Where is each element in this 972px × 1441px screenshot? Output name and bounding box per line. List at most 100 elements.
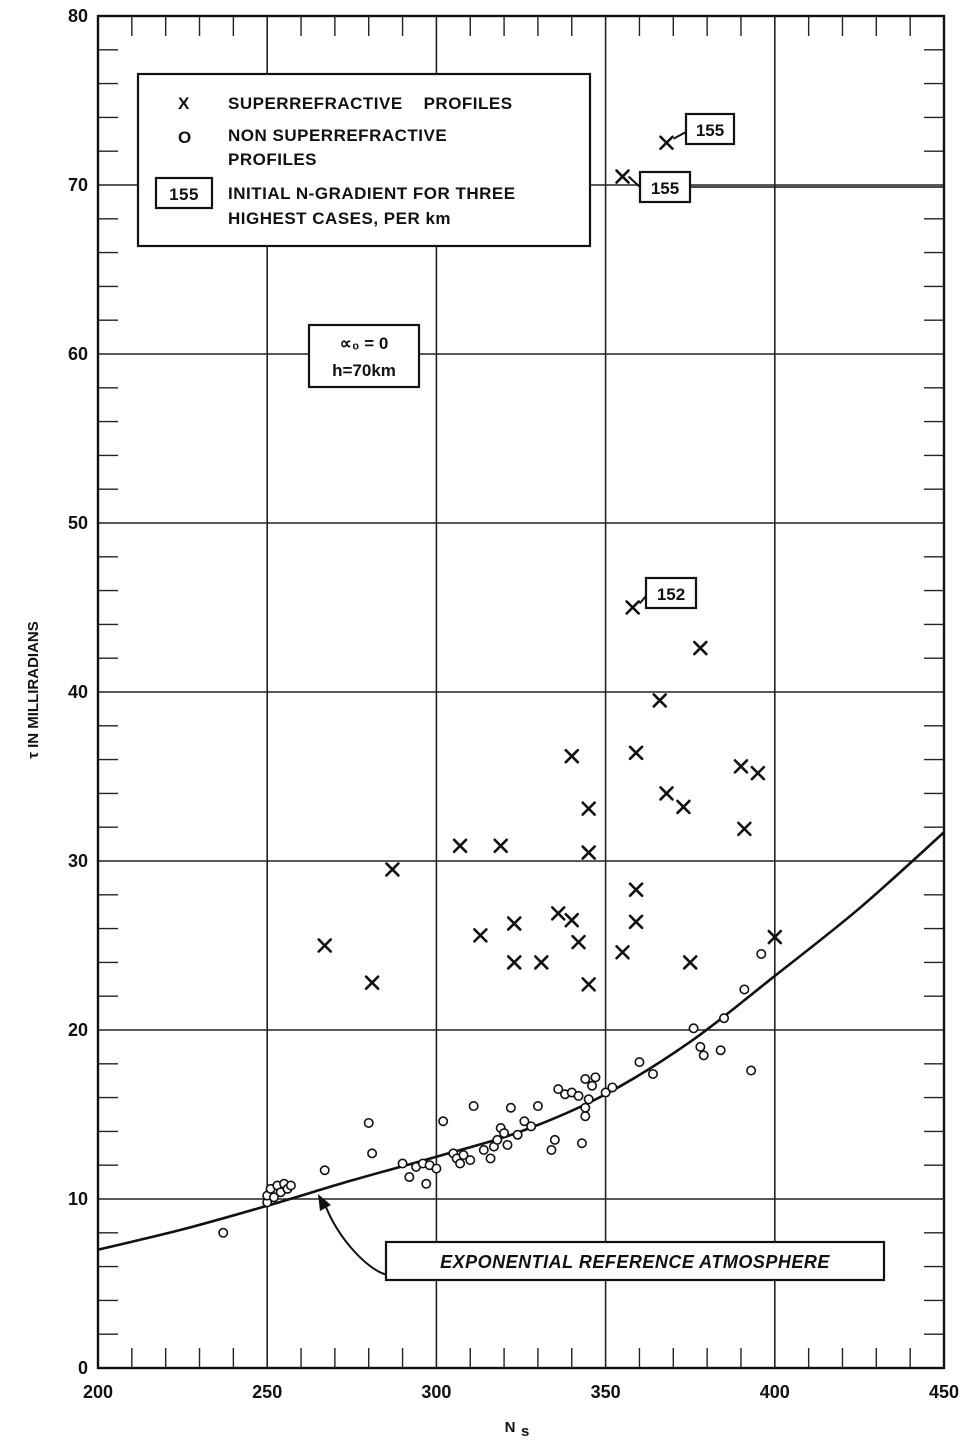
x-marker-stroke (564, 912, 580, 928)
non-superrefractive-point (583, 1094, 594, 1105)
x-tick-label: 400 (760, 1382, 790, 1402)
superrefractive-point (550, 906, 566, 921)
superrefractive-point (625, 600, 640, 615)
x-marker-stroke (737, 821, 752, 837)
non-superrefractive-point (268, 1192, 279, 1203)
legend: X SUPERREFRACTIVE PROFILES O NON SUPERRE… (136, 72, 592, 248)
curve-label-pointer (323, 1201, 389, 1276)
callout-152-label: 152 (657, 585, 685, 604)
callout-leader (673, 131, 687, 140)
x-marker-stroke (564, 748, 580, 764)
superrefractive-point (364, 975, 380, 990)
superrefractive-point (564, 748, 580, 764)
callout-152-frame (644, 576, 698, 610)
superrefractive-point (506, 955, 522, 970)
non-superrefractive-point (756, 948, 767, 959)
superrefractive-point (659, 786, 674, 801)
data-points-layer (218, 131, 944, 1238)
x-marker-stroke (628, 914, 644, 930)
non-superrefractive-point (580, 1074, 591, 1085)
x-marker-stroke (534, 955, 549, 970)
legend-box-label-line2: HIGHEST CASES, PER km (228, 209, 451, 228)
superrefractive-point (385, 862, 400, 877)
non-superrefractive-point (465, 1155, 476, 1166)
non-superrefractive-point (553, 1084, 564, 1095)
superrefractive-point (506, 916, 522, 931)
curve-label-arrowhead (318, 1194, 331, 1211)
x-marker-stroke (317, 938, 333, 953)
reference-curve-layer (97, 831, 945, 1251)
x-marker-stroke (581, 977, 596, 992)
y-tick-label: 20 (68, 1020, 88, 1040)
x-tick-label: 200 (83, 1382, 113, 1402)
x-marker-stroke (615, 944, 630, 960)
non-superrefractive-point (698, 1050, 709, 1061)
non-superrefractive-point (546, 1144, 557, 1155)
non-superrefractive-point (431, 1163, 442, 1174)
parameter-height: h=70km (332, 361, 396, 380)
x-marker-stroke (506, 916, 522, 931)
non-superrefractive-point (404, 1172, 415, 1183)
non-superrefractive-point (363, 1117, 374, 1128)
non-superrefractive-point (512, 1129, 523, 1140)
y-tick-label: 40 (68, 682, 88, 702)
superrefractive-point (317, 938, 333, 953)
x-marker-stroke (473, 928, 488, 943)
x-marker-stroke (652, 693, 668, 708)
non-superrefractive-point (688, 1023, 699, 1034)
non-superrefractive-point (455, 1158, 466, 1169)
non-superrefractive-point (580, 1111, 591, 1122)
callout-155-lower: 155 (638, 170, 692, 204)
superrefractive-point (452, 838, 468, 854)
superrefractive-point (571, 934, 586, 950)
y-tick-label: 10 (68, 1189, 88, 1209)
parameters-frame (307, 323, 421, 389)
non-superrefractive-point (421, 1178, 432, 1189)
callout-155-lower-frame (638, 170, 692, 204)
y-tick-label: 50 (68, 513, 88, 533)
legend-o-label-line1: NON SUPERREFRACTIVE (228, 126, 447, 145)
non-superrefractive-point (573, 1090, 584, 1101)
x-marker-stroke (550, 906, 566, 921)
superrefractive-point (682, 955, 698, 970)
parameters-box: ∝₀ = 0 h=70km (307, 323, 421, 389)
y-tick-label: 80 (68, 6, 88, 26)
superrefractive-point (581, 845, 596, 860)
superrefractive-point (693, 640, 708, 656)
legend-box-symbol-frame (154, 176, 214, 210)
x-axis-title-main: N (505, 1419, 516, 1436)
superrefractive-point (615, 944, 630, 960)
superrefractive-point (628, 745, 644, 761)
non-superrefractive-point (576, 1138, 587, 1149)
superrefractive-point (615, 169, 630, 184)
x-marker-stroke (452, 838, 468, 854)
non-superrefractive-point (587, 1080, 598, 1091)
x-tick-label: 350 (591, 1382, 621, 1402)
non-superrefractive-point (719, 1013, 730, 1024)
non-superrefractive-point (519, 1116, 530, 1127)
x-tick-label: 450 (929, 1382, 959, 1402)
superrefractive-point (534, 955, 549, 970)
non-superrefractive-point (492, 1134, 503, 1145)
superrefractive-point (676, 799, 691, 815)
x-marker-stroke (581, 801, 596, 816)
legend-x-symbol: X (178, 94, 190, 113)
callout-155-upper-label: 155 (696, 121, 724, 140)
superrefractive-point (628, 882, 644, 898)
callout-155-lower-label: 155 (651, 179, 679, 198)
parameter-alpha: ∝₀ = 0 (340, 334, 389, 353)
callout-155-upper-frame (684, 112, 736, 146)
x-tick-label: 300 (421, 1382, 451, 1402)
curve-label-frame (384, 1240, 886, 1282)
x-marker-stroke (750, 765, 766, 781)
x-marker-stroke (693, 640, 708, 656)
x-marker-stroke (628, 745, 644, 761)
non-superrefractive-point (367, 1148, 378, 1159)
non-superrefractive-point (485, 1153, 496, 1164)
non-superrefractive-point (438, 1116, 449, 1127)
non-superrefractive-point (715, 1045, 726, 1056)
y-tick-label: 70 (68, 175, 88, 195)
callout-155-upper: 155 (684, 112, 736, 146)
x-marker-stroke (682, 955, 698, 970)
